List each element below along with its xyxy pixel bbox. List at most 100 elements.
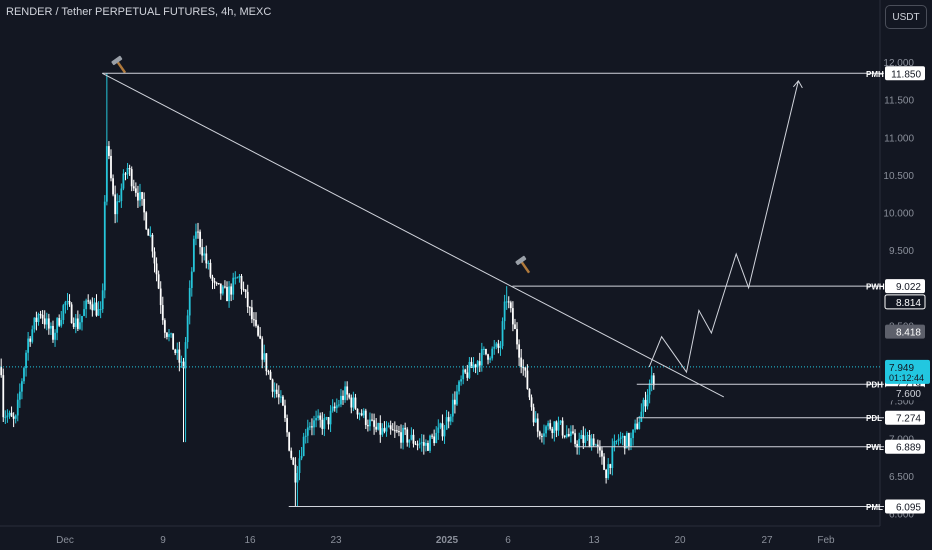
level-price-value: 7.274 — [896, 414, 921, 425]
candle-body — [364, 410, 367, 426]
candle-body — [234, 277, 237, 279]
price-tag-bg — [885, 324, 925, 339]
candle-body — [217, 283, 220, 285]
candle-body — [54, 332, 56, 340]
candle-body — [632, 429, 634, 439]
candle-body — [52, 325, 54, 340]
level-label-pmh: PMH — [866, 70, 884, 79]
candle-body — [116, 201, 119, 215]
candle-body — [352, 397, 355, 408]
candle-body — [505, 301, 508, 303]
candle-body — [308, 426, 311, 428]
x-tick-label: 16 — [244, 535, 256, 546]
candle-body — [424, 443, 427, 446]
candle-body — [582, 434, 585, 443]
candle-body — [381, 428, 384, 435]
candle-body — [248, 307, 251, 309]
candle-body — [122, 173, 125, 189]
candle-body — [211, 276, 214, 281]
hammer-head — [515, 255, 527, 266]
candle-body — [56, 318, 59, 333]
candle-body — [180, 361, 183, 363]
candle-body — [420, 442, 423, 444]
candle-body — [398, 431, 400, 433]
candle-body — [224, 286, 226, 288]
candle-body — [439, 423, 442, 428]
candle-body — [263, 353, 266, 360]
candle-body — [466, 372, 469, 378]
candle-body — [74, 318, 77, 327]
hammer-head — [111, 55, 123, 66]
candle-body — [337, 404, 340, 406]
price-tag-value: 8.814 — [896, 298, 921, 309]
candle-body — [547, 423, 550, 427]
candle-body — [640, 411, 643, 422]
level-price-tag — [885, 439, 925, 454]
candle-body — [630, 438, 632, 447]
candle-body — [321, 419, 324, 429]
candle-body — [576, 443, 579, 448]
candle-body — [456, 391, 458, 405]
candle-body — [538, 431, 541, 436]
candle-body — [124, 173, 127, 175]
candle-body — [543, 433, 545, 437]
candle-body — [460, 379, 463, 382]
candle-body — [623, 435, 626, 449]
level-price-value: 6.889 — [896, 443, 921, 454]
candle-body — [4, 417, 7, 419]
x-tick-label: 23 — [330, 535, 342, 546]
candle-body — [182, 361, 185, 369]
candle-body — [358, 413, 361, 415]
candle-body — [155, 263, 158, 275]
candle-body — [524, 367, 527, 371]
level-price-value: 9.022 — [896, 282, 921, 293]
candle-body — [8, 412, 11, 416]
candle-body — [621, 435, 624, 438]
candle-body — [101, 290, 104, 310]
candle-body — [644, 399, 647, 407]
candle-body — [2, 375, 5, 418]
y-tick-label: 11.500 — [884, 96, 914, 107]
level-price-value: 7.719 — [896, 380, 921, 391]
candle-body — [47, 318, 50, 329]
candle-body — [282, 396, 284, 406]
candle-body — [33, 317, 36, 330]
price-tags-group: 11.850 9.022 7.719 7.274 6.889 6.095 8.814 8.41… — [884, 66, 930, 514]
x-tick-label: Feb — [817, 535, 835, 546]
candle-body — [387, 425, 390, 428]
candle-body — [290, 450, 293, 459]
candle-body — [174, 349, 177, 353]
candle-body — [18, 391, 21, 400]
candle-body — [325, 417, 328, 419]
candle-body — [12, 416, 15, 419]
currency-button[interactable]: USDT — [885, 5, 927, 29]
candle-body — [176, 349, 179, 353]
candle-body — [362, 410, 365, 416]
candle-body — [532, 407, 535, 423]
candle-body — [638, 421, 641, 429]
candle-body — [427, 443, 429, 451]
candle-body — [134, 188, 137, 193]
candle-body — [294, 464, 297, 483]
candle-body — [379, 423, 382, 435]
candle-body — [464, 369, 467, 373]
candle-body — [648, 383, 651, 395]
candle-body — [76, 318, 79, 329]
y-tick-label: 11.000 — [884, 133, 914, 144]
candle-body — [485, 348, 487, 355]
candle-body — [536, 418, 539, 432]
candle-body — [139, 192, 141, 201]
candle-body — [596, 444, 599, 447]
candle-body — [636, 423, 639, 429]
candle-body — [489, 358, 492, 360]
candle-body — [516, 329, 518, 345]
candle-body — [462, 369, 465, 380]
level-price-tag — [885, 499, 925, 514]
candle-body — [68, 301, 71, 305]
candle-body — [188, 287, 191, 316]
candle-body — [518, 344, 521, 358]
candle-body — [91, 304, 94, 311]
hammer-icon — [111, 55, 127, 74]
candle-body — [590, 438, 593, 448]
